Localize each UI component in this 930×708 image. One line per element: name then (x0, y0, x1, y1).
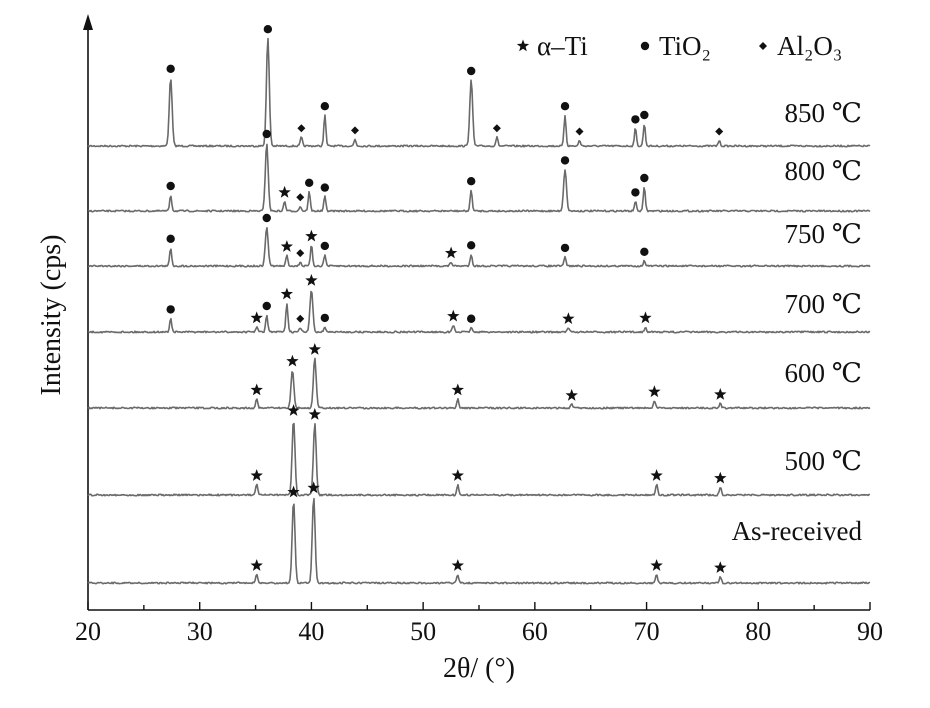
peak-marker-circle (631, 115, 640, 124)
peak-marker-diamond (297, 124, 306, 133)
peak-marker-circle (166, 181, 175, 191)
phase-markers (166, 25, 727, 573)
peak-marker-circle (320, 102, 330, 111)
peak-marker-diamond (296, 314, 305, 323)
curve-label: 800 ℃ (785, 156, 862, 186)
peak-marker-star (639, 311, 652, 324)
peak-marker-star (250, 311, 263, 324)
peak-marker-star (287, 485, 300, 498)
peak-marker-star (287, 404, 300, 416)
peak-marker-circle (262, 213, 271, 223)
peak-marker-circle (262, 301, 271, 311)
peak-marker-circle (166, 64, 175, 74)
legend-marker-star (516, 39, 530, 52)
peak-marker-circle (304, 178, 314, 187)
y-axis-label: Intensity (cps) (36, 235, 67, 396)
peak-marker-circle (640, 247, 649, 256)
peak-marker-circle (166, 305, 175, 314)
x-tick-label: 40 (298, 617, 324, 646)
peak-marker-star (308, 408, 321, 420)
peak-marker-star (714, 471, 727, 484)
trace-line (87, 497, 871, 585)
curve-label: 500 ℃ (785, 446, 862, 476)
trace-line (88, 227, 871, 268)
peak-marker-circle (466, 314, 476, 323)
peak-marker-star (444, 246, 458, 259)
peak-marker-circle (166, 234, 175, 243)
x-tick-label: 20 (75, 617, 101, 646)
peak-marker-star (562, 312, 575, 324)
peak-marker-diamond (296, 193, 305, 202)
peak-marker-circle (560, 156, 570, 165)
peak-marker-circle (263, 25, 273, 34)
peak-marker-star (451, 469, 464, 481)
peak-marker-star (308, 343, 321, 355)
peak-marker-star (650, 469, 663, 481)
peak-marker-diamond (296, 249, 305, 258)
peak-marker-star (714, 561, 727, 573)
peak-marker-circle (640, 173, 649, 183)
peak-marker-circle (560, 102, 570, 111)
curve-labels: 850 ℃ 800 ℃ 750 ℃ 700 ℃ 600 ℃ 500 ℃ As-receive… (732, 98, 863, 546)
peak-marker-circle (631, 188, 640, 197)
trace-line (87, 422, 870, 497)
peak-marker-star (451, 383, 464, 396)
peak-marker-diamond (715, 127, 724, 136)
peak-marker-star (250, 559, 263, 571)
trace-line (87, 143, 871, 213)
peak-marker-star (280, 287, 293, 300)
peak-marker-circle (466, 241, 476, 250)
x-tick-label: 50 (410, 617, 436, 646)
trace-line (87, 37, 871, 148)
peak-marker-star (451, 559, 464, 571)
trace-line (87, 357, 871, 410)
peak-marker-star (714, 388, 727, 400)
y-axis-arrow (83, 14, 93, 30)
peak-marker-star (565, 388, 578, 401)
peak-marker-circle (320, 313, 330, 323)
x-tick-label: 70 (634, 617, 660, 646)
x-axis-label: 2θ/ (°) (443, 653, 515, 684)
legend: α–Ti TiO₂ Al₂O₃ (516, 31, 842, 61)
peak-marker-circle (262, 129, 271, 139)
peak-marker-circle (320, 183, 330, 192)
curve-label: 700 ℃ (785, 289, 862, 319)
peak-marker-circle (560, 243, 570, 253)
peak-marker-star (305, 274, 318, 286)
peak-marker-circle (466, 66, 476, 76)
x-tick-label: 90 (857, 617, 883, 646)
traces (87, 37, 871, 585)
peak-marker-diamond (350, 126, 359, 135)
trace-line (87, 290, 871, 334)
peak-marker-circle (466, 177, 476, 186)
x-tick-label: 30 (187, 617, 213, 646)
peak-marker-star (286, 354, 299, 367)
legend-marker-diamond (759, 42, 767, 50)
legend-label: Al₂O₃ (777, 31, 842, 61)
x-tick-label: 80 (745, 617, 771, 646)
legend-marker-circle (640, 41, 650, 51)
peak-marker-star (250, 469, 263, 481)
peak-marker-circle (640, 110, 649, 120)
peak-marker-star (280, 240, 293, 252)
peak-marker-star (307, 481, 320, 494)
peak-marker-diamond (575, 127, 584, 136)
curve-label: 850 ℃ (785, 98, 862, 128)
peak-marker-star (650, 559, 663, 571)
legend-label: TiO₂ (659, 31, 711, 61)
peak-marker-diamond (492, 124, 501, 133)
x-tick-label: 60 (522, 617, 548, 646)
peak-marker-star (250, 383, 263, 396)
curve-label: 750 ℃ (785, 219, 862, 249)
legend-label: α–Ti (537, 31, 588, 61)
peak-marker-star (447, 309, 460, 322)
peak-marker-star (648, 385, 661, 398)
peak-marker-star (305, 229, 318, 242)
curve-label: 600 ℃ (785, 358, 862, 388)
peak-marker-circle (320, 241, 330, 251)
x-ticks: 20 30 40 50 60 70 80 90 (75, 602, 883, 646)
peak-marker-star (278, 185, 291, 198)
curve-label: As-received (732, 516, 863, 546)
